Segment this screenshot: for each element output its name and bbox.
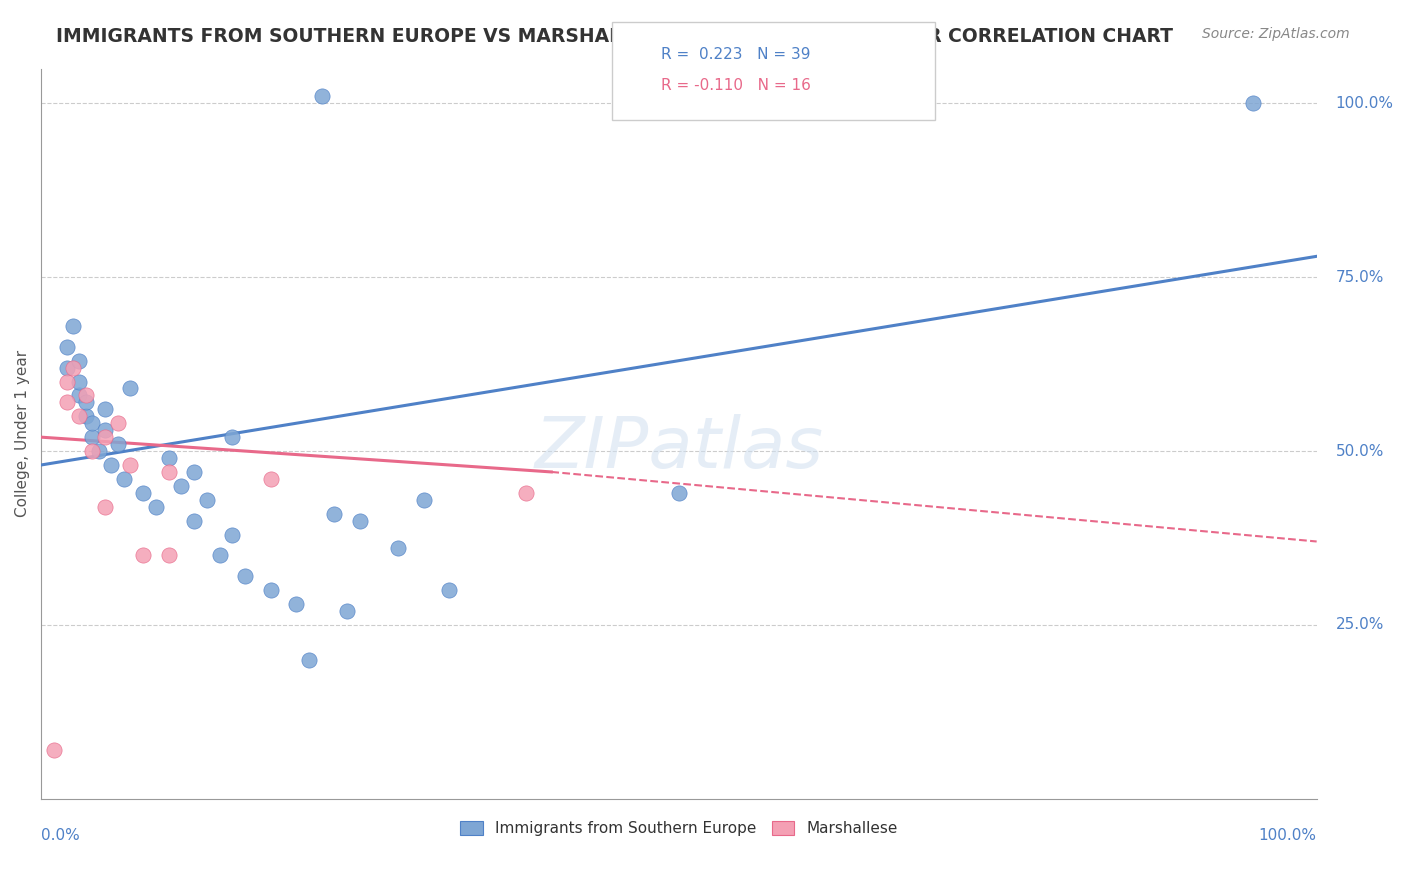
Point: [67, 353, 90, 368]
Text: R =  0.223   N = 39: R = 0.223 N = 39: [661, 47, 810, 62]
Text: ZIPatlas: ZIPatlas: [534, 414, 824, 483]
Point: [107, 437, 129, 451]
Y-axis label: College, Under 1 year: College, Under 1 year: [15, 351, 30, 517]
Point: [62, 360, 84, 375]
Point: [120, 458, 142, 472]
Point: [94, 402, 117, 417]
Point: [221, 430, 243, 444]
Text: IMMIGRANTS FROM SOUTHERN EUROPE VS MARSHALLESE COLLEGE, UNDER 1 YEAR CORRELATION: IMMIGRANTS FROM SOUTHERN EUROPE VS MARSH…: [56, 27, 1173, 45]
Point: [82, 430, 104, 444]
Point: [157, 450, 180, 465]
Point: [195, 492, 218, 507]
Point: [221, 527, 243, 541]
Text: Source: ZipAtlas.com: Source: ZipAtlas.com: [1202, 27, 1350, 41]
Point: [183, 465, 205, 479]
Point: [336, 604, 359, 618]
Text: R = -0.110   N = 16: R = -0.110 N = 16: [661, 78, 811, 93]
Point: [311, 89, 333, 103]
Point: [260, 583, 283, 598]
Point: [157, 465, 180, 479]
Point: [120, 382, 142, 396]
Point: [298, 653, 321, 667]
Point: [42, 743, 65, 757]
Point: [55, 375, 77, 389]
Point: [183, 514, 205, 528]
Point: [94, 430, 117, 444]
Point: [145, 500, 167, 514]
Point: [82, 444, 104, 458]
Point: [75, 388, 97, 402]
Point: [75, 409, 97, 424]
Point: [412, 492, 434, 507]
Point: [515, 485, 537, 500]
Point: [349, 514, 371, 528]
Point: [132, 549, 155, 563]
Point: [208, 549, 231, 563]
Point: [260, 472, 283, 486]
Point: [387, 541, 409, 556]
Point: [170, 479, 193, 493]
Text: 50.0%: 50.0%: [1336, 443, 1384, 458]
Point: [82, 416, 104, 430]
Text: 100.0%: 100.0%: [1258, 828, 1316, 843]
Legend: Immigrants from Southern Europe, Marshallese: Immigrants from Southern Europe, Marshal…: [454, 815, 904, 842]
Point: [87, 444, 110, 458]
Point: [94, 500, 117, 514]
Point: [668, 485, 690, 500]
Point: [157, 549, 180, 563]
Point: [55, 360, 77, 375]
Point: [62, 318, 84, 333]
Point: [55, 340, 77, 354]
Point: [1241, 96, 1264, 111]
Text: 25.0%: 25.0%: [1336, 617, 1384, 632]
Point: [285, 597, 308, 611]
Point: [55, 395, 77, 409]
Text: 75.0%: 75.0%: [1336, 269, 1384, 285]
Point: [75, 395, 97, 409]
Point: [323, 507, 346, 521]
Point: [107, 416, 129, 430]
Point: [94, 423, 117, 437]
Point: [439, 583, 461, 598]
Point: [112, 472, 135, 486]
Point: [233, 569, 256, 583]
Point: [67, 388, 90, 402]
Text: 0.0%: 0.0%: [41, 828, 80, 843]
Text: 100.0%: 100.0%: [1336, 95, 1393, 111]
Point: [132, 485, 155, 500]
Point: [67, 375, 90, 389]
Point: [100, 458, 122, 472]
Point: [67, 409, 90, 424]
